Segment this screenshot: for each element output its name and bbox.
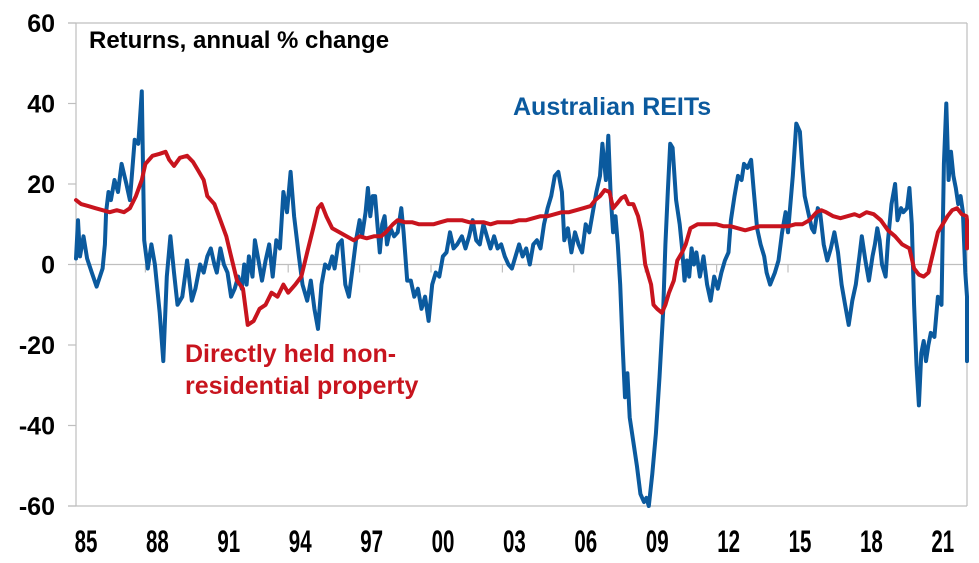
y-tick-label: -60 bbox=[19, 493, 55, 521]
y-tick-label: 0 bbox=[41, 252, 55, 280]
x-tick-label: 97 bbox=[360, 524, 383, 559]
x-tick-label: 03 bbox=[503, 524, 526, 559]
x-tick-label: 91 bbox=[217, 524, 240, 559]
x-tick-label: 21 bbox=[931, 524, 954, 559]
series-line-direct-property bbox=[74, 149, 969, 327]
annotation-property-line1: Directly held non- bbox=[185, 340, 396, 368]
x-tick-label: 06 bbox=[574, 524, 597, 559]
x-tick-label: 88 bbox=[146, 524, 169, 559]
x-tick-label: 18 bbox=[860, 524, 883, 559]
y-tick-label: 20 bbox=[27, 171, 55, 199]
x-tick-label: 15 bbox=[789, 524, 812, 559]
y-tick-label: -20 bbox=[19, 332, 55, 360]
x-tick-label: 09 bbox=[646, 524, 669, 559]
y-tick-label: 40 bbox=[27, 91, 55, 119]
annotation-reits: Australian REITs bbox=[513, 93, 711, 121]
x-tick-label: 94 bbox=[289, 524, 312, 559]
series-line-australian-reits bbox=[74, 89, 969, 508]
chart-title: Returns, annual % change bbox=[89, 27, 389, 54]
x-tick-label: 85 bbox=[75, 524, 98, 559]
y-axis-ticks: -60 -40 -20 0 20 40 60 bbox=[19, 10, 76, 521]
annotation-property-line2: residential property bbox=[185, 372, 418, 400]
series-layer bbox=[74, 89, 969, 508]
y-tick-label: 60 bbox=[27, 10, 55, 38]
y-tick-label: -40 bbox=[19, 413, 55, 441]
x-tick-label: 00 bbox=[432, 524, 455, 559]
x-axis-ticks: 85 88 91 94 97 00 03 06 09 12 15 18 21 bbox=[75, 263, 967, 559]
x-tick-label: 12 bbox=[717, 524, 740, 559]
